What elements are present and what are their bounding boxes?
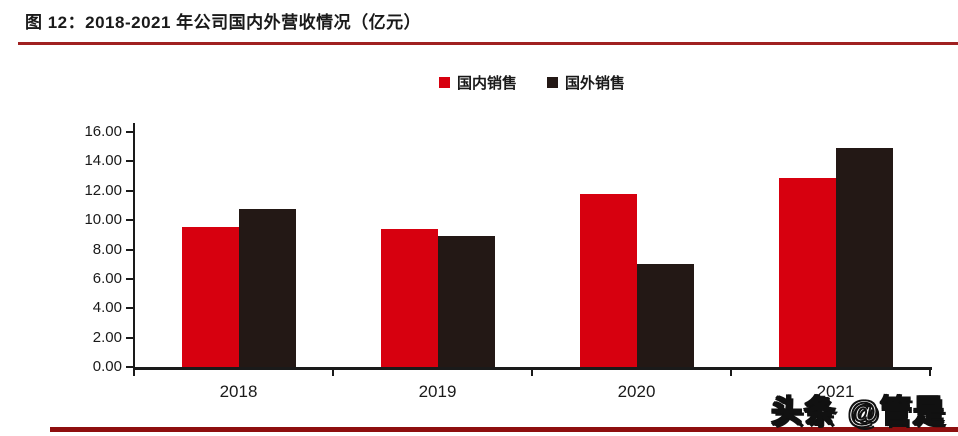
x-axis-category-label: 2020 [617, 382, 656, 401]
bar-2019-国内销售 [380, 228, 438, 367]
y-axis-tick-label: 14.00 [84, 152, 122, 170]
bar-2020-国内销售 [579, 193, 637, 367]
bar-2021-国内销售 [778, 177, 836, 367]
x-axis-line [133, 367, 932, 370]
y-axis-tick-label: 8.00 [92, 240, 122, 258]
legend-item-0: 国内销售 [438, 72, 517, 93]
x-axis-category-label: 2021 [816, 382, 855, 401]
legend-label: 国内销售 [456, 75, 517, 92]
legend-swatch-icon [547, 77, 558, 88]
y-axis-tick-label: 10.00 [84, 211, 122, 229]
y-axis-tick-label: 2.00 [92, 328, 122, 346]
y-axis-tick-label: 16.00 [84, 123, 122, 140]
bar-2018-国内销售 [181, 226, 239, 367]
y-axis-tick [126, 277, 134, 280]
y-axis-tick [126, 189, 134, 192]
chart-legend: 国内销售 国外销售 [134, 72, 930, 93]
x-axis-category-label: 2018 [219, 382, 258, 401]
x-axis-tick [531, 369, 533, 376]
y-axis-tick-label: 12.00 [84, 181, 122, 199]
y-axis-tick-label: 4.00 [92, 299, 122, 317]
x-axis-tick [332, 369, 334, 376]
watermark: 头条 @管是 [770, 393, 946, 430]
bar-2018-国外销售 [238, 209, 296, 367]
bottom-rule [50, 427, 958, 432]
bar-2020-国外销售 [636, 264, 694, 367]
legend-item-1: 国外销售 [547, 72, 625, 93]
legend-label: 国外销售 [565, 75, 626, 92]
y-axis-tick [126, 160, 134, 163]
title-rule [18, 42, 958, 45]
y-axis-tick [126, 307, 134, 310]
y-axis-tick [126, 219, 134, 222]
y-axis-line [133, 123, 135, 373]
y-axis-tick [126, 336, 134, 339]
x-axis-tick [133, 369, 135, 376]
bar-2021-国外销售 [835, 148, 893, 367]
y-axis-tick [126, 366, 134, 368]
x-axis-category-label: 2019 [418, 382, 457, 401]
y-axis-tick-label: 6.00 [92, 269, 122, 287]
y-axis-tick [126, 131, 134, 133]
legend-swatch-icon [438, 77, 450, 88]
figure-title: 图 12：2018-2021 年公司国内外营收情况（亿元） [25, 13, 422, 32]
x-axis-tick [730, 369, 732, 376]
y-axis-tick-label: 0.00 [92, 358, 122, 375]
x-axis-tick [929, 369, 931, 376]
bar-2019-国外销售 [437, 235, 495, 367]
y-axis-tick [126, 248, 134, 251]
